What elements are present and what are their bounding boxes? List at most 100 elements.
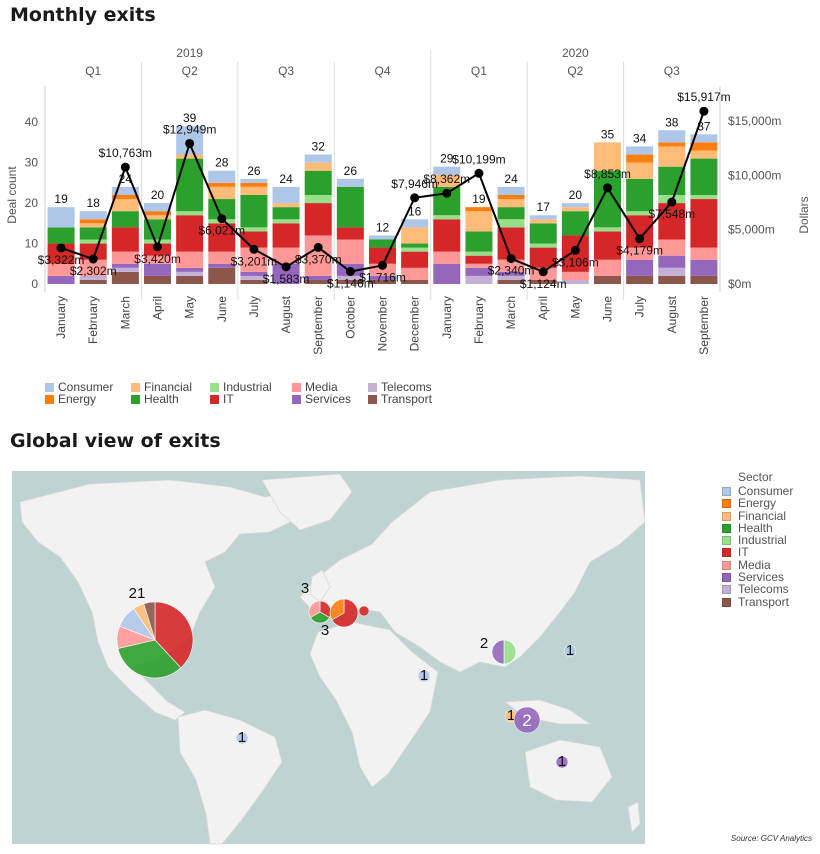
dollars-point <box>667 197 677 207</box>
bar-segment-industrial <box>144 239 171 244</box>
deal-count-label: 32 <box>312 140 326 154</box>
bubble-count-label: 3 <box>301 580 309 597</box>
bar-segment-services <box>497 271 525 276</box>
x-tick-label: December <box>408 296 422 351</box>
bar-segment-it <box>176 215 204 252</box>
dollar-label: $8,853m <box>584 167 631 181</box>
bubble-count-label: 2 <box>522 711 531 730</box>
bar-segment-media <box>272 247 300 264</box>
bar-segment-health <box>111 211 139 228</box>
dollar-label: $1,583m <box>263 272 310 286</box>
dollar-label: $3,322m <box>38 253 85 267</box>
bar-segment-transport <box>79 279 107 284</box>
bar-segment-health <box>690 158 718 195</box>
bar-segment-transport <box>176 275 204 284</box>
bar-segment-health <box>401 243 429 248</box>
deal-count-label: 18 <box>87 196 101 210</box>
sector-swatch <box>722 487 731 496</box>
pie-slice-media <box>308 600 321 618</box>
deal-count-label: 35 <box>601 127 615 141</box>
bar-segment-health <box>658 166 686 195</box>
bar-segment-financial <box>465 211 493 232</box>
bar-segment-media <box>304 235 332 276</box>
bar-segment-services <box>47 275 75 284</box>
dollars-point <box>217 214 227 224</box>
bubble-count-label: 3 <box>321 622 329 639</box>
bar-segment-financial <box>658 146 686 167</box>
bar-segment-it <box>433 219 461 252</box>
bar-segment-media <box>208 251 236 264</box>
bubble-central-europe <box>358 605 370 617</box>
bar-segment-transport <box>497 279 525 284</box>
y2-axis-title: Dollars <box>797 196 811 233</box>
bar-segment-telecoms <box>658 267 686 276</box>
y-tick-label: 30 <box>25 156 39 170</box>
bar-segment-industrial <box>465 251 493 256</box>
dollars-point <box>410 193 420 203</box>
dollars-point <box>120 162 130 172</box>
bar-segment-health <box>79 227 107 240</box>
dollars-point <box>603 183 612 193</box>
sector-legend-item: Financial <box>722 509 793 522</box>
bar-segment-media <box>401 267 429 280</box>
bar-segment-it <box>47 243 75 264</box>
deal-count-label: 28 <box>215 156 229 170</box>
bar-segment-consumer <box>658 130 686 143</box>
dollars-point <box>538 267 548 277</box>
bubble-middle-east <box>417 669 431 683</box>
bar-segment-financial <box>433 174 461 187</box>
quarter-label: Q1 <box>471 64 487 78</box>
sector-label: IT <box>738 545 749 560</box>
bar-segment-transport <box>690 275 718 284</box>
legend-item-financial: Financial <box>131 380 192 394</box>
pie-slice-industrial <box>503 639 517 665</box>
bar-segment-media <box>594 259 621 276</box>
bubble-count-label: 21 <box>129 585 146 602</box>
pie-slice-consumer <box>235 731 249 745</box>
bar-segment-financial <box>401 227 429 244</box>
pie-slice-consumer <box>563 644 577 658</box>
bar-segment-health <box>47 227 75 244</box>
y2-tick-label: $5,000m <box>728 223 775 237</box>
land <box>261 473 353 531</box>
bar-segment-services <box>658 255 686 268</box>
sector-legend-item: Consumer <box>722 485 793 497</box>
bar-segment-media <box>144 255 171 264</box>
bar-segment-consumer <box>529 215 557 220</box>
pie-slice-consumer <box>417 669 431 683</box>
sector-swatch <box>722 560 731 570</box>
bar-segment-transport <box>401 279 429 284</box>
bubble-china <box>491 639 517 665</box>
bar-segment-financial <box>497 199 525 208</box>
quarter-label: Q4 <box>374 64 390 78</box>
dollar-label: $1,124m <box>520 277 567 291</box>
dollar-label: $3,420m <box>134 252 181 266</box>
bar-segment-health <box>465 231 493 252</box>
dollars-point <box>88 254 98 264</box>
deal-count-label: 24 <box>504 172 518 186</box>
legend-swatch <box>131 383 140 392</box>
bar-segment-media <box>561 271 589 280</box>
deal-count-label: 38 <box>665 115 679 129</box>
legend-label: Industrial <box>223 380 272 394</box>
sector-legend-item: Telecoms <box>722 583 793 596</box>
legend-label: Financial <box>144 380 193 394</box>
x-tick-label: May <box>568 296 582 319</box>
bubble-count-label: 1 <box>238 729 246 746</box>
bar-segment-telecoms <box>497 275 525 280</box>
bar-segment-telecoms <box>240 275 268 280</box>
bar-segment-media <box>626 247 654 260</box>
bar-segment-consumer <box>690 134 718 143</box>
dollar-label: $3,201m <box>231 254 278 268</box>
dollar-label: $1,716m <box>359 270 406 284</box>
dollars-point <box>153 242 162 252</box>
y2-tick-label: $15,000m <box>728 114 781 128</box>
bar-segment-telecoms <box>336 275 364 280</box>
land <box>524 739 613 803</box>
bar-segment-financial <box>690 150 718 159</box>
bar-segment-health <box>497 207 525 220</box>
pie-slice-it <box>154 601 194 669</box>
bubble-united-kingdom <box>308 600 332 624</box>
bar-segment-it <box>272 223 300 248</box>
